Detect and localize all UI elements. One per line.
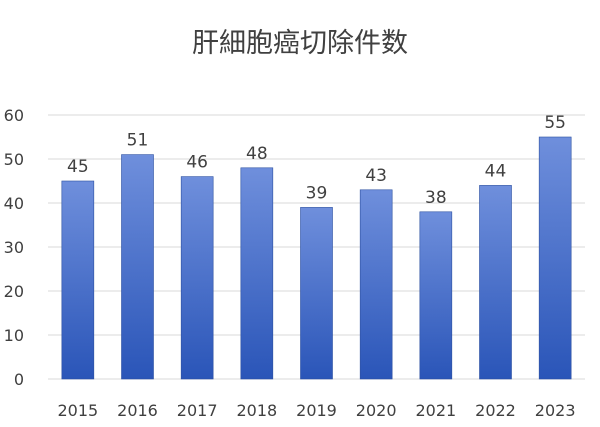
y-tick-label-50: 50	[4, 150, 24, 169]
bars	[61, 136, 572, 380]
data-labels: 45 51 46 48 39 43 38 44 55	[67, 113, 566, 208]
data-label-2022: 44	[485, 161, 507, 181]
bar-2021	[419, 211, 453, 380]
bar-2018	[240, 167, 274, 380]
x-tick-label-2016: 2016	[117, 401, 158, 420]
x-tick-label-2022: 2022	[475, 401, 516, 420]
data-label-2019: 39	[306, 183, 328, 203]
data-label-2020: 43	[365, 166, 387, 186]
data-label-2018: 48	[246, 144, 268, 164]
x-tick-label-2017: 2017	[177, 401, 218, 420]
data-label-2021: 38	[425, 188, 447, 208]
data-label-2023: 55	[544, 113, 566, 133]
x-tick-label-2019: 2019	[296, 401, 337, 420]
bar-2020	[359, 189, 393, 380]
x-tick-label-2023: 2023	[535, 401, 576, 420]
chart-title: 肝細胞癌切除件数	[192, 28, 408, 59]
bar-2019	[300, 207, 333, 380]
bar-2023	[538, 136, 572, 380]
x-tick-label-2020: 2020	[356, 401, 397, 420]
x-tick-label-2015: 2015	[57, 401, 98, 420]
y-tick-label-40: 40	[4, 194, 24, 213]
y-tick-label-0: 0	[14, 370, 24, 389]
y-tick-label-60: 60	[4, 106, 24, 125]
x-axis: 2015 2016 2017 2018 2019 2020 2021 2022 2023	[57, 401, 575, 420]
bar-2016	[121, 154, 154, 380]
y-tick-label-10: 10	[4, 326, 24, 345]
bar-2017	[180, 176, 214, 380]
x-tick-label-2021: 2021	[415, 401, 456, 420]
bar-2015	[61, 180, 95, 380]
data-label-2015: 45	[67, 157, 89, 177]
data-label-2017: 46	[186, 153, 208, 173]
data-label-2016: 51	[127, 131, 149, 151]
x-tick-label-2018: 2018	[236, 401, 277, 420]
y-tick-label-30: 30	[4, 238, 24, 257]
y-tick-label-20: 20	[4, 282, 24, 301]
bar-2022	[479, 185, 512, 380]
y-axis: 0 10 20 30 40 50 60	[4, 106, 24, 389]
